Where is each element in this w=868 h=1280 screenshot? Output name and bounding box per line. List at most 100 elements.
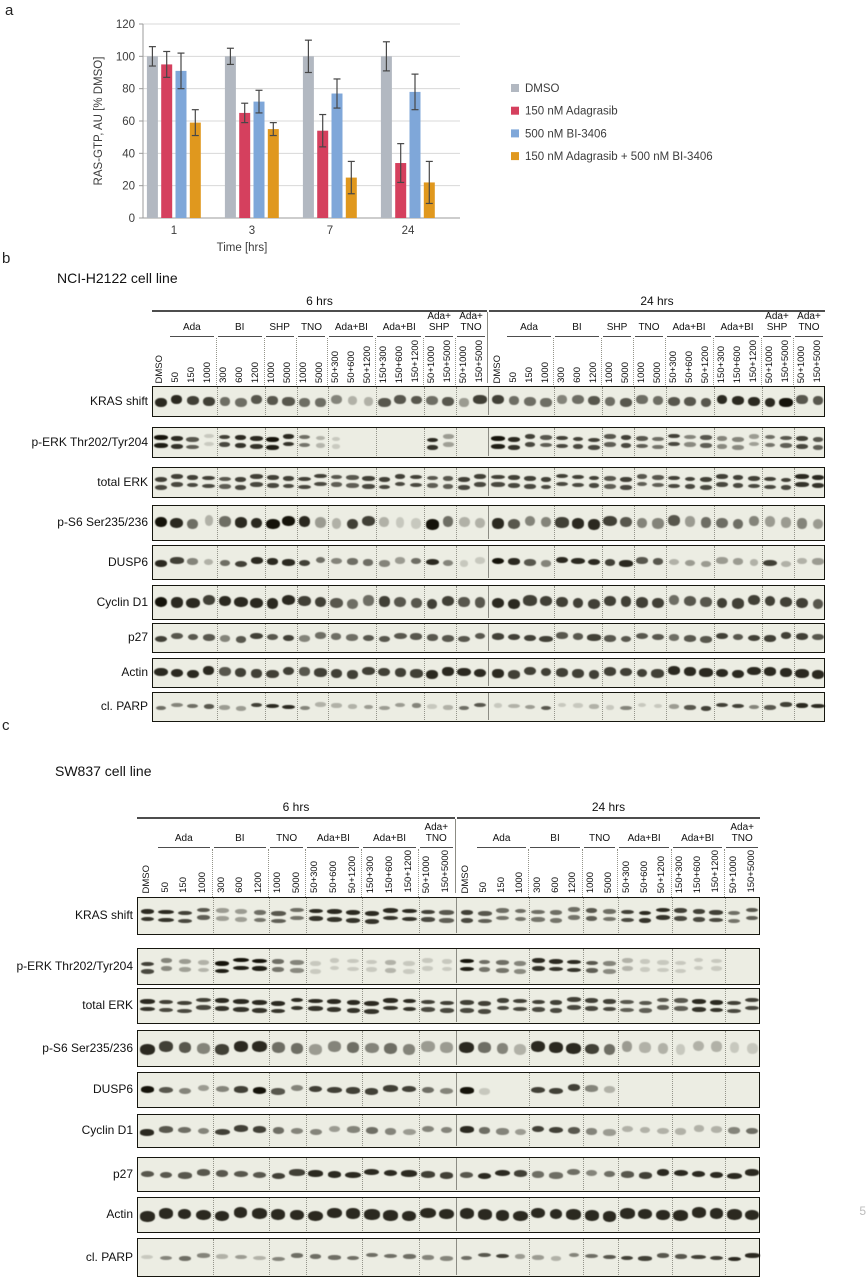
blot-band bbox=[491, 436, 505, 442]
blot-band bbox=[154, 435, 168, 440]
blot-band bbox=[716, 395, 728, 405]
blot-band bbox=[314, 702, 327, 707]
group-label: Ada bbox=[174, 832, 193, 844]
blot-band bbox=[732, 518, 744, 530]
block-split-line bbox=[455, 819, 456, 893]
group-separator bbox=[306, 1198, 308, 1231]
blot-band bbox=[812, 518, 824, 530]
blot-band bbox=[514, 961, 527, 966]
group-separator bbox=[725, 989, 727, 1022]
group-separator bbox=[670, 849, 672, 897]
blot-band bbox=[566, 997, 581, 1002]
group-separator bbox=[456, 546, 458, 578]
blot-band bbox=[250, 557, 263, 564]
group-separator bbox=[617, 849, 619, 897]
bar-series3-cat1 bbox=[267, 129, 279, 218]
blot-band bbox=[491, 444, 505, 449]
blot-row-label: p-ERK Thr202/Tyr204 bbox=[31, 434, 148, 449]
blot-band bbox=[709, 1255, 724, 1261]
blot-band bbox=[378, 705, 390, 711]
lane-dose-label: 5000 bbox=[602, 850, 616, 893]
blot-band bbox=[234, 917, 247, 922]
bar-series0-cat1 bbox=[224, 56, 236, 219]
block-split-line bbox=[456, 1158, 457, 1190]
blot-band bbox=[491, 482, 505, 487]
blot-band bbox=[214, 1128, 230, 1136]
blot-band bbox=[604, 559, 616, 566]
blot-band bbox=[460, 1087, 474, 1094]
blot-band bbox=[479, 1127, 491, 1134]
blot-band bbox=[378, 560, 391, 567]
blot-band bbox=[550, 1256, 562, 1261]
blot-band bbox=[315, 443, 326, 449]
block-split-line bbox=[488, 693, 489, 720]
blot-band bbox=[290, 1005, 304, 1011]
blot-band bbox=[219, 397, 230, 407]
blot-band bbox=[378, 484, 390, 490]
blot-band bbox=[638, 1256, 653, 1261]
blot-band bbox=[745, 1169, 759, 1176]
panel-c-title: SW837 cell line bbox=[55, 763, 152, 779]
group-underline bbox=[715, 336, 759, 337]
group-separator bbox=[554, 546, 555, 578]
time-block-line bbox=[137, 817, 455, 819]
blot-band bbox=[140, 916, 155, 922]
blot-band bbox=[330, 557, 343, 565]
blot-band bbox=[749, 515, 759, 527]
blot-band bbox=[235, 706, 246, 711]
blot-band bbox=[709, 1208, 724, 1219]
group-separator bbox=[216, 428, 218, 456]
group-separator bbox=[212, 949, 214, 983]
blot-band bbox=[556, 435, 568, 441]
blot-band bbox=[726, 1209, 742, 1220]
blot-band bbox=[491, 474, 505, 480]
blot-row-label: cl. PARP bbox=[85, 1249, 133, 1264]
blot-band bbox=[219, 595, 231, 607]
blot-band bbox=[204, 558, 214, 566]
blot-band bbox=[215, 1043, 230, 1055]
blot-band bbox=[700, 435, 712, 441]
blot-band bbox=[699, 477, 713, 483]
blot-band bbox=[363, 595, 374, 606]
group-label: BI bbox=[572, 321, 582, 333]
blot-band bbox=[383, 1169, 398, 1177]
blot-band bbox=[691, 999, 706, 1004]
group-separator bbox=[424, 659, 426, 686]
group-underline bbox=[583, 847, 616, 848]
blot-band bbox=[203, 704, 215, 709]
blot-band bbox=[154, 667, 168, 677]
group-separator bbox=[376, 624, 378, 651]
blot-band bbox=[567, 1084, 581, 1091]
lane-dose-label: 50+1200 bbox=[345, 850, 359, 893]
blot-band bbox=[683, 595, 697, 607]
group-underline bbox=[667, 336, 711, 337]
blot-band bbox=[154, 477, 168, 482]
blot-band bbox=[684, 484, 696, 489]
bar-series3-cat0 bbox=[189, 122, 201, 218]
lane-dose-label: 50+600 bbox=[326, 850, 340, 893]
lane-dose-text: 50+1200 bbox=[361, 345, 373, 383]
blot-band bbox=[479, 967, 491, 972]
blot-band bbox=[187, 518, 199, 530]
blot-band bbox=[198, 1084, 209, 1092]
blot-band bbox=[531, 909, 546, 915]
group-separator bbox=[794, 624, 795, 651]
blot-band bbox=[364, 1001, 380, 1006]
group-label: BI bbox=[234, 321, 245, 333]
blot-band bbox=[701, 516, 711, 528]
blot-band bbox=[267, 395, 278, 405]
blot-band bbox=[812, 396, 824, 406]
lane-dose-text: 150+600 bbox=[692, 855, 704, 893]
lane-dose-label: 1000 bbox=[297, 339, 311, 383]
blot-band bbox=[584, 1043, 599, 1055]
lane-dose-text: 1000 bbox=[271, 871, 283, 893]
blot-band bbox=[715, 702, 729, 708]
blot-band bbox=[539, 596, 553, 607]
blot-band bbox=[709, 910, 724, 915]
blot-band bbox=[442, 434, 454, 440]
blot-band bbox=[309, 1085, 323, 1093]
blot-band bbox=[187, 703, 199, 709]
group-separator bbox=[212, 898, 214, 933]
blot-band bbox=[795, 474, 809, 480]
blot-band bbox=[588, 396, 600, 406]
